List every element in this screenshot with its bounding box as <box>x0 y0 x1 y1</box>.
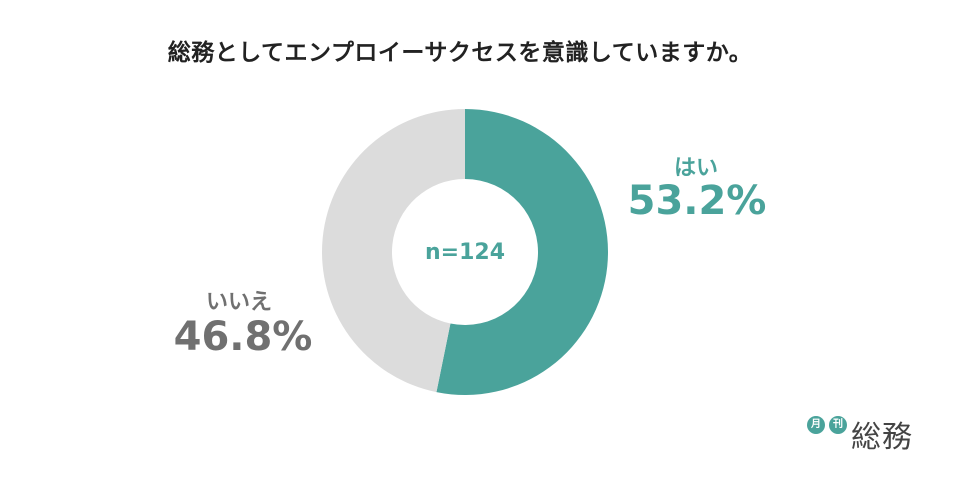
donut-slice-no <box>322 109 465 393</box>
slice-value-yes: 53.2% <box>627 178 767 224</box>
slice-label-no: いいえ <box>205 290 272 315</box>
slice-value-no: 46.8% <box>173 314 313 360</box>
sample-size-label: n=124 <box>424 240 506 265</box>
logo-badge-1: 月 <box>807 416 825 434</box>
gekkan-soumu-logo: 月 刊 総務 <box>805 412 925 455</box>
logo-text: 総務 <box>851 420 913 455</box>
chart-title: 総務としてエンプロイーサクセスを意識していますか。 <box>167 40 753 66</box>
logo-badge-2: 刊 <box>829 416 847 434</box>
slice-label-yes: はい <box>673 156 718 181</box>
donut-slice-yes <box>436 109 609 395</box>
